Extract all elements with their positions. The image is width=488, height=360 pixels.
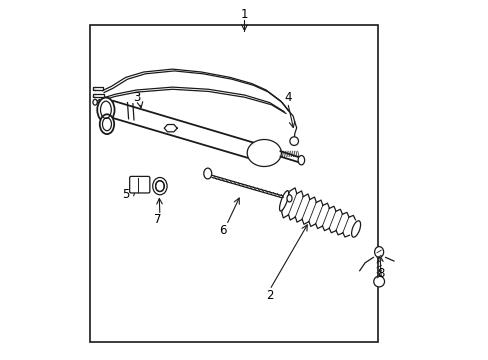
Ellipse shape (351, 221, 360, 237)
Ellipse shape (155, 181, 164, 192)
Text: 7: 7 (154, 213, 162, 226)
Ellipse shape (298, 156, 304, 165)
Text: 2: 2 (265, 289, 273, 302)
Text: 3: 3 (133, 91, 140, 104)
Ellipse shape (251, 142, 280, 165)
Ellipse shape (203, 168, 211, 179)
Text: 6: 6 (219, 224, 226, 237)
Text: 4: 4 (284, 91, 291, 104)
Ellipse shape (247, 140, 281, 167)
Ellipse shape (259, 146, 277, 160)
Text: 5: 5 (122, 188, 129, 201)
FancyBboxPatch shape (129, 176, 149, 193)
Ellipse shape (152, 177, 167, 195)
Ellipse shape (263, 148, 276, 158)
Ellipse shape (255, 144, 278, 162)
Ellipse shape (97, 98, 114, 122)
Ellipse shape (279, 191, 288, 211)
Bar (89, 25, 377, 342)
Ellipse shape (100, 114, 114, 134)
Circle shape (289, 137, 298, 145)
Ellipse shape (93, 99, 97, 105)
Ellipse shape (374, 247, 383, 257)
Circle shape (373, 276, 384, 287)
Text: 8: 8 (377, 267, 384, 280)
Ellipse shape (286, 195, 291, 202)
Text: 1: 1 (240, 8, 248, 21)
